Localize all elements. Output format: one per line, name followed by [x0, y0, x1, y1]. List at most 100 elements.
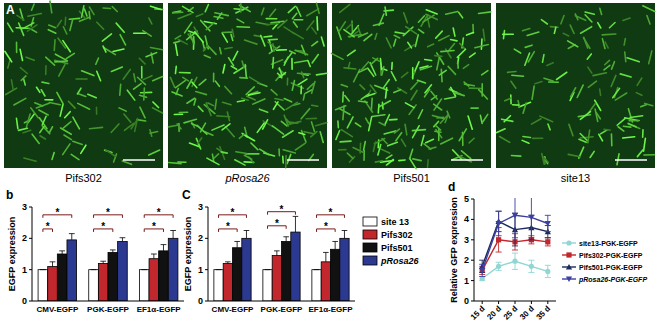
cell-texture — [312, 41, 318, 45]
cell-texture — [368, 68, 374, 76]
cell-texture — [284, 98, 291, 101]
cell-texture — [222, 33, 227, 42]
cell-texture — [542, 55, 543, 63]
cell-texture — [525, 45, 532, 47]
cell-texture — [399, 159, 405, 161]
cell-texture — [497, 129, 505, 133]
cell-texture — [588, 130, 590, 143]
cell-texture — [208, 103, 214, 106]
cell-texture — [179, 111, 187, 113]
cell-texture — [340, 4, 350, 12]
cell-texture — [554, 27, 556, 33]
x-tick — [547, 301, 548, 304]
cell-texture — [27, 25, 37, 31]
cell-texture — [283, 131, 294, 137]
error-bar — [545, 215, 551, 231]
cell-texture — [540, 116, 553, 122]
legend-marker — [566, 264, 572, 270]
cell-texture — [63, 27, 66, 34]
error-cap — [512, 237, 518, 238]
cell-texture — [417, 80, 425, 83]
point — [480, 268, 485, 273]
x-tick-label: CMV-EGFP — [212, 305, 254, 314]
cell-texture — [522, 28, 529, 30]
cell-texture — [284, 53, 292, 63]
cell-texture — [264, 35, 272, 38]
cell-texture — [372, 115, 385, 117]
cell-texture — [420, 66, 431, 70]
cell-texture — [302, 72, 304, 78]
bar — [214, 270, 223, 301]
cell-texture — [260, 149, 269, 155]
cell-texture — [206, 23, 214, 30]
cell-texture — [627, 58, 639, 62]
y-tick-label: 3 — [22, 202, 27, 212]
cell-texture — [419, 29, 424, 33]
bar — [48, 267, 58, 301]
cell-texture — [270, 9, 276, 16]
cell-texture — [199, 79, 206, 85]
error-stem — [163, 245, 164, 251]
error-stem — [173, 231, 174, 239]
cell-texture — [63, 144, 70, 155]
cell-texture — [557, 72, 567, 79]
cell-texture — [378, 104, 380, 113]
cell-texture — [413, 159, 421, 161]
error-cap — [110, 249, 116, 250]
cell-texture — [124, 114, 131, 122]
cell-texture — [97, 71, 101, 81]
cell-texture — [394, 35, 399, 38]
error-bar — [225, 262, 231, 264]
error-bar — [314, 269, 320, 270]
cell-texture — [225, 47, 232, 48]
y-tick — [29, 238, 32, 239]
cell-texture — [454, 93, 464, 96]
cell-texture — [41, 90, 45, 96]
cell-texture — [226, 127, 235, 137]
cell-texture — [143, 88, 145, 100]
cell-texture — [413, 126, 420, 138]
error-cap — [69, 233, 75, 234]
cell-texture — [213, 73, 215, 81]
x-tick-label: 30 d — [518, 304, 536, 322]
bar — [291, 232, 300, 301]
error-cap — [216, 269, 222, 270]
legend-label: Pifs302-PGK-EGFP — [579, 252, 643, 259]
cell-texture — [512, 74, 524, 77]
cell-texture — [620, 74, 631, 77]
image-label: Pifs302 — [65, 172, 102, 184]
legend-marker — [566, 252, 571, 257]
cell-texture — [386, 38, 391, 48]
cell-texture — [77, 88, 81, 94]
cell-texture — [103, 46, 106, 52]
error-stem — [62, 251, 63, 254]
cell-texture — [457, 49, 465, 57]
bar — [242, 238, 251, 301]
cell-texture — [11, 80, 13, 90]
cell-texture — [575, 14, 578, 20]
cell-texture — [293, 22, 297, 27]
y-tick — [29, 207, 32, 208]
error-cap — [265, 269, 271, 270]
cell-texture — [599, 134, 603, 141]
point — [496, 264, 501, 269]
cell-texture — [358, 27, 360, 33]
bar — [312, 270, 321, 301]
error-cap — [496, 235, 502, 236]
cell-texture — [291, 59, 293, 70]
x-axis — [208, 301, 355, 302]
cell-texture — [76, 78, 87, 80]
cell-texture — [235, 160, 245, 165]
error-bar — [170, 231, 176, 239]
cell-texture — [294, 19, 303, 21]
x-tick-label: 15 d — [469, 304, 487, 322]
cell-texture — [50, 1, 52, 13]
cell-texture — [262, 8, 264, 15]
cell-texture — [359, 101, 368, 102]
cell-texture — [88, 94, 96, 97]
cell-texture — [391, 72, 396, 81]
cell-texture — [205, 5, 208, 12]
micrograph-background — [332, 3, 491, 168]
x-tick-label: EF1α-EGFP — [137, 305, 182, 314]
cell-texture — [378, 145, 381, 155]
